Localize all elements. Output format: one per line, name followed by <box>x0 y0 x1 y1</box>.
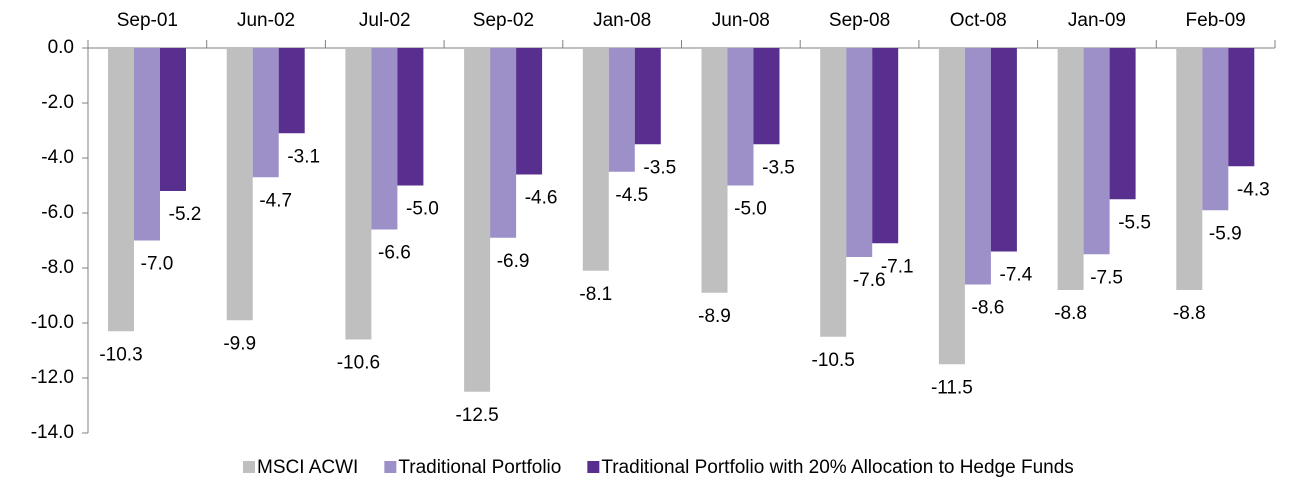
bar <box>727 48 754 186</box>
bar <box>226 48 253 321</box>
legend-swatch <box>587 461 600 473</box>
bar <box>582 48 609 271</box>
value-label: -5.2 <box>169 204 202 225</box>
x-tick-label: Oct-08 <box>950 10 1007 31</box>
value-label: -10.5 <box>812 350 855 371</box>
x-tick-label: Sep-01 <box>117 10 178 31</box>
value-label: -3.5 <box>762 157 795 178</box>
value-label: -7.1 <box>881 256 914 277</box>
y-tick-label: -8.0 <box>41 257 74 278</box>
x-tick-label: Jun-02 <box>237 10 295 31</box>
y-tick-label: -6.0 <box>41 202 74 223</box>
y-tick-label: -10.0 <box>31 312 74 333</box>
value-label: -10.6 <box>337 353 380 374</box>
bar <box>634 48 661 145</box>
bar <box>108 48 134 332</box>
value-label: -3.5 <box>643 157 676 178</box>
value-label: -8.1 <box>579 284 612 305</box>
bar <box>490 48 517 238</box>
y-tick-label: -12.0 <box>31 367 74 388</box>
value-label: -10.3 <box>99 344 142 365</box>
x-tick-label: Jan-08 <box>593 10 651 31</box>
value-label: -7.6 <box>853 270 886 291</box>
value-label: -9.9 <box>223 333 256 354</box>
value-label: -12.5 <box>455 405 498 426</box>
bar <box>1176 48 1203 290</box>
bar <box>964 48 991 285</box>
bar <box>1228 48 1255 167</box>
value-label: -5.0 <box>406 199 439 220</box>
x-tick-label: Sep-08 <box>829 10 890 31</box>
value-label: -11.5 <box>931 377 973 398</box>
bar <box>397 48 424 186</box>
legend-swatch <box>243 461 255 473</box>
bar <box>1109 48 1136 200</box>
value-label: -5.5 <box>1118 212 1151 233</box>
y-tick-label: -2.0 <box>41 92 74 113</box>
bar <box>371 48 398 230</box>
bar <box>846 48 873 257</box>
y-tick-label: -14.0 <box>31 422 74 443</box>
bar <box>160 48 186 191</box>
bar <box>252 48 279 178</box>
legend-label: Traditional Portfolio with 20% Allocatio… <box>601 457 1073 478</box>
value-label: -8.8 <box>1173 303 1206 324</box>
value-label: -7.4 <box>1000 265 1033 286</box>
bar <box>345 48 372 340</box>
bar <box>1083 48 1110 255</box>
value-label: -5.0 <box>734 199 767 220</box>
value-label: -7.5 <box>1090 267 1123 288</box>
bar <box>608 48 635 172</box>
value-label: -4.5 <box>615 185 648 206</box>
value-label: -6.9 <box>497 251 530 272</box>
value-label: -6.6 <box>378 243 411 264</box>
value-label: -3.1 <box>287 146 320 167</box>
x-tick-label: Jul-02 <box>359 10 411 31</box>
y-tick-label: -4.0 <box>41 147 74 168</box>
value-label: -8.9 <box>698 306 731 327</box>
bar <box>134 48 160 241</box>
bar <box>278 48 305 134</box>
bar <box>701 48 728 293</box>
value-label: -8.6 <box>972 298 1005 319</box>
bar <box>753 48 780 145</box>
y-tick-label: 0.0 <box>48 37 74 58</box>
value-label: -5.9 <box>1209 223 1242 244</box>
bar <box>938 48 965 365</box>
bar <box>820 48 847 337</box>
legend-label: Traditional Portfolio <box>398 457 561 478</box>
value-label: -4.3 <box>1237 179 1270 200</box>
bar <box>990 48 1017 252</box>
bar <box>872 48 899 244</box>
value-label: -7.0 <box>141 254 174 275</box>
x-tick-label: Jan-09 <box>1068 10 1126 31</box>
bar <box>1057 48 1084 290</box>
legend-swatch <box>384 461 397 473</box>
bar <box>464 48 491 392</box>
x-tick-label: Sep-02 <box>473 10 534 31</box>
legend-label: MSCI ACWI <box>257 457 358 478</box>
bar <box>516 48 543 175</box>
x-tick-label: Jun-08 <box>712 10 770 31</box>
bar <box>1202 48 1229 211</box>
x-tick-label: Feb-09 <box>1186 10 1246 31</box>
value-label: -4.6 <box>525 188 558 209</box>
value-label: -8.8 <box>1054 303 1087 324</box>
value-label: -4.7 <box>259 190 292 211</box>
